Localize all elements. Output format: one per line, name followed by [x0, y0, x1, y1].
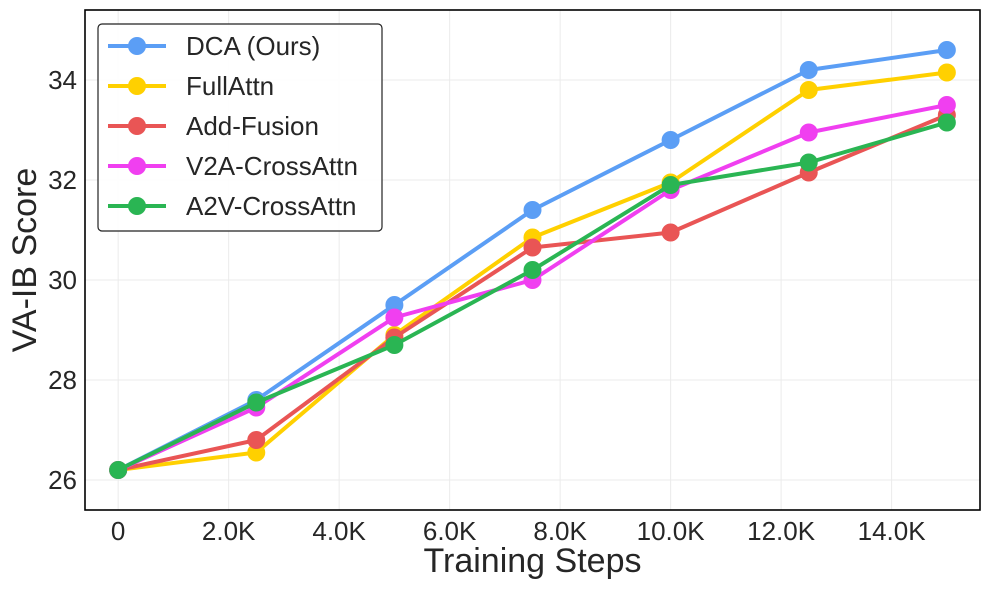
legend-label: V2A-CrossAttn — [186, 151, 358, 181]
x-tick-label: 12.0K — [747, 516, 816, 546]
legend-marker — [128, 197, 146, 215]
y-tick-label: 28 — [48, 365, 77, 395]
data-point — [523, 201, 542, 219]
x-tick-label: 2.0K — [202, 516, 256, 546]
data-point — [799, 61, 818, 79]
data-point — [385, 296, 404, 314]
plot-frame — [84, 9, 981, 511]
x-tick-label: 14.0K — [858, 516, 927, 546]
data-point — [661, 223, 680, 242]
data-point — [523, 238, 542, 257]
y-tick-label: 30 — [48, 265, 77, 295]
data-point — [523, 261, 542, 279]
data-point — [661, 176, 680, 194]
x-tick-label: 4.0K — [312, 516, 366, 546]
data-point — [937, 63, 956, 82]
y-tick-label: 34 — [48, 65, 77, 95]
series-lines — [109, 41, 956, 479]
data-point — [937, 113, 956, 132]
data-point — [247, 431, 266, 449]
x-axis-title: Training Steps — [424, 542, 642, 580]
legend-marker — [128, 37, 146, 55]
legend-label: DCA (Ours) — [186, 31, 320, 61]
data-point — [247, 443, 266, 462]
x-tick-label: 8.0K — [533, 516, 587, 546]
data-point — [661, 131, 680, 149]
data-point — [799, 153, 818, 172]
x-tick-label: 10.0K — [637, 516, 706, 546]
y-tick-label: 26 — [48, 465, 77, 495]
axis-ticks: 0 2.0K 4.0K 6.0K 8.0K 10.0K 12.0K 14.0K 26 28 30 32… — [48, 65, 926, 546]
legend-marker — [128, 117, 146, 135]
x-tick-label: 6.0K — [423, 516, 477, 546]
legend-label: A2V-CrossAttn — [186, 191, 357, 221]
legend: DCA (Ours) FullAttn Add-Fusion V2A-CrossAtt… — [97, 23, 383, 232]
legend-marker — [128, 157, 146, 175]
y-axis-title: VA-IB Score — [6, 168, 44, 353]
data-point — [385, 336, 404, 354]
legend-box — [97, 23, 383, 232]
data-point — [109, 461, 128, 479]
data-point — [799, 123, 818, 142]
series-a2v-crossattn — [109, 113, 956, 479]
data-point — [385, 308, 404, 327]
y-tick-label: 32 — [48, 165, 77, 195]
legend-marker — [128, 77, 146, 95]
data-point — [799, 81, 818, 99]
data-point — [937, 96, 956, 114]
legend-label: FullAttn — [186, 71, 274, 101]
data-point — [937, 41, 956, 59]
x-tick-label: 0 — [111, 516, 125, 546]
data-point — [247, 393, 266, 412]
legend-label: Add-Fusion — [186, 111, 319, 141]
